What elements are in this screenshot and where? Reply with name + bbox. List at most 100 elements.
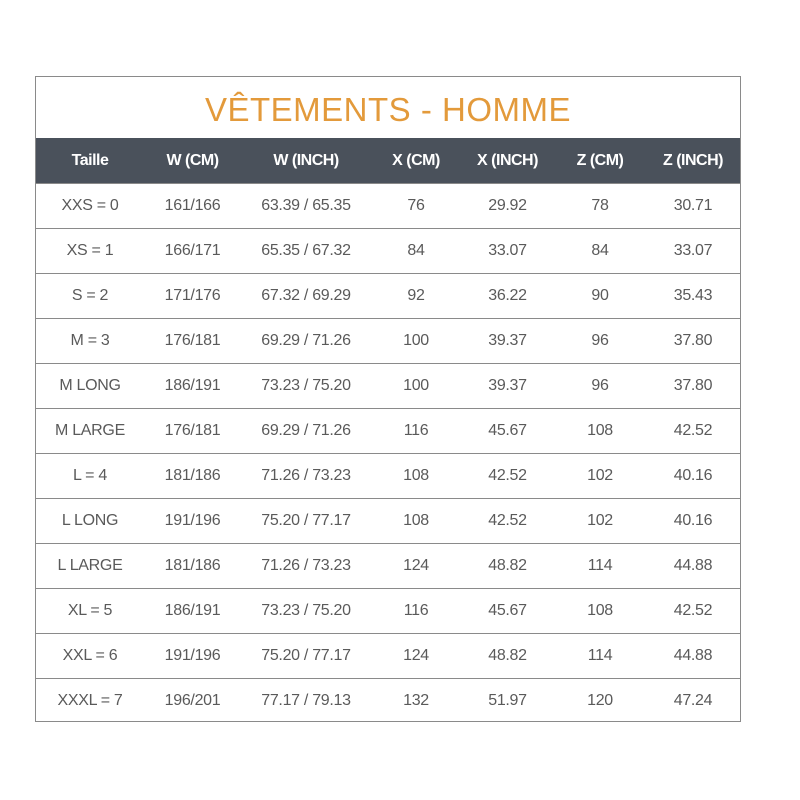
column-header: Z (INCH) <box>646 138 740 184</box>
table-row: XS = 1 166/171 65.35 / 67.32 84 33.07 84 33.07 <box>36 228 740 274</box>
table-cell: 69.29 / 71.26 <box>241 408 371 454</box>
table-cell: 42.52 <box>646 588 740 634</box>
table-cell: 116 <box>371 408 461 454</box>
table-cell: 108 <box>371 453 461 499</box>
column-header: Taille <box>36 138 144 184</box>
column-header: W (INCH) <box>241 138 371 184</box>
size-label-cell: XXS = 0 <box>36 183 144 229</box>
table-cell: 191/196 <box>144 498 241 544</box>
table-cell: 29.92 <box>461 183 554 229</box>
size-label-cell: M LARGE <box>36 408 144 454</box>
size-table: Taille W (CM) W (INCH) X (CM) X (INCH) Z (CM)… <box>36 138 740 723</box>
size-label-cell: L LARGE <box>36 543 144 589</box>
table-cell: 100 <box>371 363 461 409</box>
table-cell: 30.71 <box>646 183 740 229</box>
table-cell: 71.26 / 73.23 <box>241 453 371 499</box>
table-row: M LARGE 176/181 69.29 / 71.26 116 45.67 108 42… <box>36 408 740 454</box>
table-cell: 102 <box>554 453 646 499</box>
table-cell: 108 <box>554 588 646 634</box>
table-cell: 92 <box>371 273 461 319</box>
table-cell: 120 <box>554 678 646 723</box>
table-cell: 171/176 <box>144 273 241 319</box>
table-row: S = 2 171/176 67.32 / 69.29 92 36.22 90 35.43 <box>36 273 740 319</box>
table-cell: 96 <box>554 363 646 409</box>
table-cell: 116 <box>371 588 461 634</box>
table-cell: 73.23 / 75.20 <box>241 363 371 409</box>
chart-title: VÊTEMENTS - HOMME <box>204 90 571 128</box>
table-cell: 44.88 <box>646 633 740 679</box>
table-cell: 48.82 <box>461 543 554 589</box>
table-cell: 176/181 <box>144 318 241 364</box>
table-cell: 90 <box>554 273 646 319</box>
table-cell: 69.29 / 71.26 <box>241 318 371 364</box>
table-cell: 84 <box>371 228 461 274</box>
table-cell: 132 <box>371 678 461 723</box>
table-cell: 44.88 <box>646 543 740 589</box>
table-row: XXS = 0 161/166 63.39 / 65.35 76 29.92 78 30.7… <box>36 183 740 229</box>
table-cell: 45.67 <box>461 588 554 634</box>
size-label-cell: XL = 5 <box>36 588 144 634</box>
table-cell: 37.80 <box>646 363 740 409</box>
table-cell: 75.20 / 77.17 <box>241 498 371 544</box>
size-label-cell: S = 2 <box>36 273 144 319</box>
size-label-cell: L LONG <box>36 498 144 544</box>
table-row: L = 4 181/186 71.26 / 73.23 108 42.52 102 40.1… <box>36 453 740 499</box>
table-cell: 108 <box>371 498 461 544</box>
table-cell: 40.16 <box>646 453 740 499</box>
table-cell: 71.26 / 73.23 <box>241 543 371 589</box>
table-row: XXL = 6 191/196 75.20 / 77.17 124 48.82 114 44… <box>36 633 740 679</box>
table-row: M = 3 176/181 69.29 / 71.26 100 39.37 96 37.80 <box>36 318 740 364</box>
size-label-cell: XXXL = 7 <box>36 678 144 723</box>
table-cell: 191/196 <box>144 633 241 679</box>
table-header-row: Taille W (CM) W (INCH) X (CM) X (INCH) Z (CM)… <box>36 138 740 184</box>
table-cell: 45.67 <box>461 408 554 454</box>
table-cell: 124 <box>371 543 461 589</box>
table-cell: 33.07 <box>461 228 554 274</box>
table-cell: 186/191 <box>144 363 241 409</box>
table-cell: 114 <box>554 633 646 679</box>
table-cell: 181/186 <box>144 453 241 499</box>
table-cell: 161/166 <box>144 183 241 229</box>
table-cell: 33.07 <box>646 228 740 274</box>
table-cell: 51.97 <box>461 678 554 723</box>
table-cell: 76 <box>371 183 461 229</box>
table-cell: 39.37 <box>461 318 554 364</box>
table-cell: 75.20 / 77.17 <box>241 633 371 679</box>
table-cell: 77.17 / 79.13 <box>241 678 371 723</box>
table-cell: 47.24 <box>646 678 740 723</box>
table-cell: 42.52 <box>646 408 740 454</box>
table-cell: 166/171 <box>144 228 241 274</box>
table-cell: 42.52 <box>461 453 554 499</box>
table-cell: 36.22 <box>461 273 554 319</box>
column-header: X (CM) <box>371 138 461 184</box>
table-cell: 67.32 / 69.29 <box>241 273 371 319</box>
size-label-cell: M LONG <box>36 363 144 409</box>
table-cell: 78 <box>554 183 646 229</box>
table-row: L LARGE 181/186 71.26 / 73.23 124 48.82 114 44… <box>36 543 740 589</box>
table-cell: 181/186 <box>144 543 241 589</box>
table-cell: 108 <box>554 408 646 454</box>
table-row: L LONG 191/196 75.20 / 77.17 108 42.52 102 40.… <box>36 498 740 544</box>
column-header: Z (CM) <box>554 138 646 184</box>
table-cell: 40.16 <box>646 498 740 544</box>
table-cell: 84 <box>554 228 646 274</box>
table-cell: 186/191 <box>144 588 241 634</box>
table-cell: 124 <box>371 633 461 679</box>
table-cell: 39.37 <box>461 363 554 409</box>
table-cell: 65.35 / 67.32 <box>241 228 371 274</box>
table-cell: 196/201 <box>144 678 241 723</box>
size-label-cell: XXL = 6 <box>36 633 144 679</box>
table-cell: 35.43 <box>646 273 740 319</box>
table-cell: 42.52 <box>461 498 554 544</box>
table-row: M LONG 186/191 73.23 / 75.20 100 39.37 96 37.8… <box>36 363 740 409</box>
table-cell: 176/181 <box>144 408 241 454</box>
table-cell: 96 <box>554 318 646 364</box>
table-cell: 114 <box>554 543 646 589</box>
table-cell: 102 <box>554 498 646 544</box>
table-row: XXXL = 7 196/201 77.17 / 79.13 132 51.97 120 4… <box>36 678 740 723</box>
column-header: W (CM) <box>144 138 241 184</box>
size-label-cell: XS = 1 <box>36 228 144 274</box>
table-cell: 73.23 / 75.20 <box>241 588 371 634</box>
table-cell: 63.39 / 65.35 <box>241 183 371 229</box>
size-label-cell: M = 3 <box>36 318 144 364</box>
